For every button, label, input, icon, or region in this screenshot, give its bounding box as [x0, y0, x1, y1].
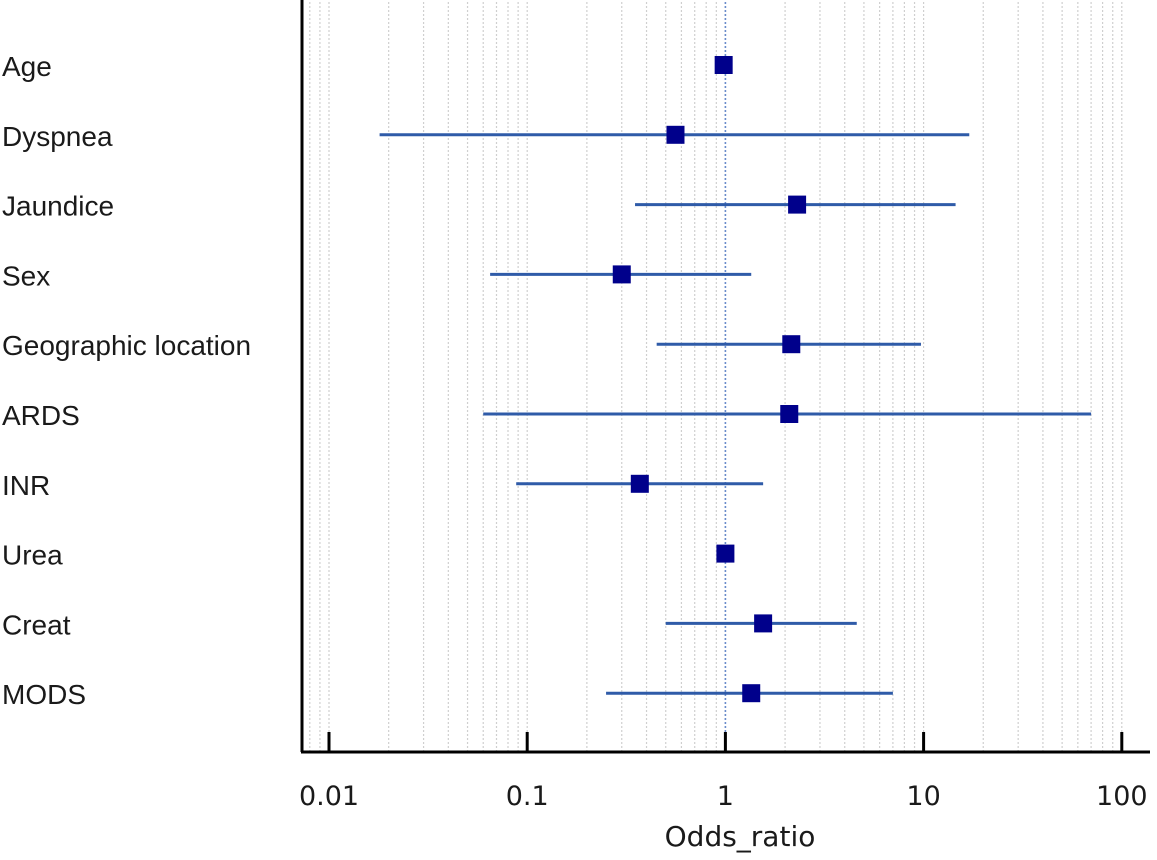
point-estimates — [612, 56, 807, 703]
or-marker-ards — [780, 405, 799, 423]
confidence-intervals — [379, 133, 1092, 695]
grid-lines — [309, 2, 1123, 752]
row-label-geographic-location: Geographic location — [2, 330, 251, 361]
row-label-jaundice: Jaundice — [2, 191, 114, 222]
x-tick-labels: 0.01 0.1 1 10 100 — [299, 781, 1148, 812]
or-marker-mods — [742, 684, 761, 703]
or-marker-urea — [716, 544, 735, 563]
row-label-age: Age — [2, 51, 52, 82]
axes — [300, 0, 1150, 754]
x-axis-title: Odds_ratio — [665, 820, 816, 853]
or-marker-jaundice — [788, 195, 807, 214]
row-label-creat: Creat — [2, 609, 71, 640]
x-tick-label: 0.1 — [506, 781, 549, 812]
row-label-dyspnea: Dyspnea — [2, 121, 113, 152]
or-marker-geographic-location — [782, 335, 801, 354]
x-tick-label: 10 — [906, 781, 940, 812]
row-label-inr: INR — [2, 470, 50, 501]
or-marker-inr — [630, 474, 649, 493]
row-label-mods: MODS — [2, 679, 86, 710]
x-tick-label: 0.01 — [299, 781, 359, 812]
or-marker-age — [714, 56, 733, 74]
row-label-urea: Urea — [2, 540, 63, 571]
x-tick-label: 100 — [1096, 781, 1148, 812]
x-tick-label: 1 — [717, 781, 734, 812]
row-label-ards: ARDS — [2, 400, 80, 431]
or-marker-creat — [754, 614, 773, 633]
or-marker-sex — [612, 265, 631, 284]
or-marker-dyspnea — [666, 125, 685, 144]
row-label-sex: Sex — [2, 260, 50, 291]
row-labels: Age Dyspnea Jaundice Sex Geographic location… — [2, 51, 251, 710]
